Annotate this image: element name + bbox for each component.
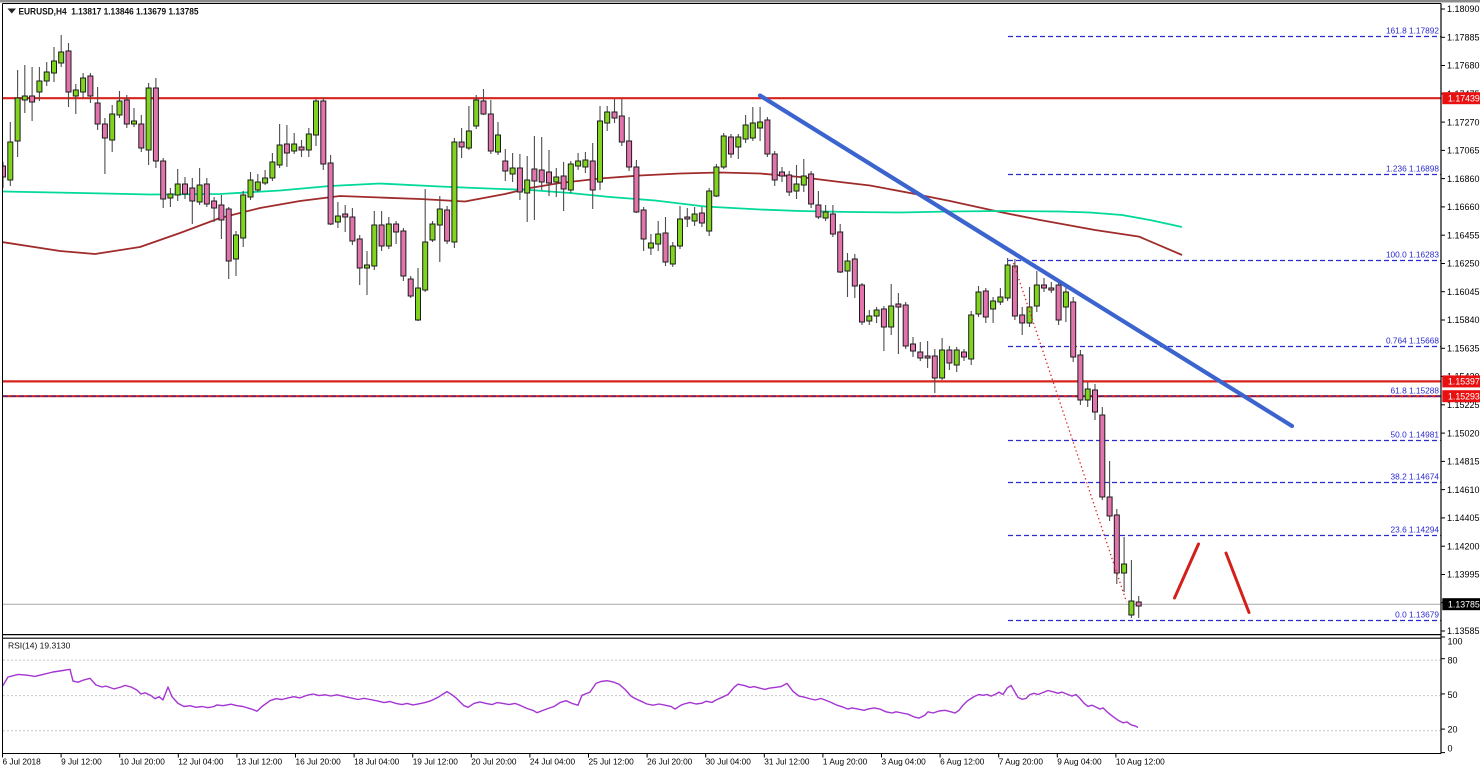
svg-text:1.13995: 1.13995 bbox=[1447, 570, 1480, 580]
svg-text:1.17065: 1.17065 bbox=[1447, 146, 1480, 156]
svg-text:26 Jul 20:00: 26 Jul 20:00 bbox=[647, 757, 693, 767]
svg-text:10 Aug 12:00: 10 Aug 12:00 bbox=[1116, 757, 1165, 767]
svg-text:38.2 1.14674: 38.2 1.14674 bbox=[1391, 472, 1440, 482]
svg-text:6 Aug 12:00: 6 Aug 12:00 bbox=[940, 757, 985, 767]
svg-text:0: 0 bbox=[1448, 744, 1453, 754]
svg-text:61.8 1.15288: 61.8 1.15288 bbox=[1391, 386, 1440, 396]
svg-text:1.14405: 1.14405 bbox=[1447, 513, 1480, 523]
svg-text:1.13785: 1.13785 bbox=[1448, 599, 1480, 609]
svg-text:1 Aug 20:00: 1 Aug 20:00 bbox=[823, 757, 868, 767]
svg-text:18 Jul 04:00: 18 Jul 04:00 bbox=[354, 757, 400, 767]
svg-text:25 Jul 12:00: 25 Jul 12:00 bbox=[589, 757, 635, 767]
svg-text:1.14610: 1.14610 bbox=[1447, 485, 1480, 495]
svg-text:1.18090: 1.18090 bbox=[1447, 4, 1480, 14]
svg-text:16 Jul 20:00: 16 Jul 20:00 bbox=[296, 757, 342, 767]
svg-text:1.17439: 1.17439 bbox=[1448, 93, 1480, 103]
svg-text:EURUSD,H4 1.13817 1.13846 1.1: EURUSD,H4 1.13817 1.13846 1.13679 1.1378… bbox=[19, 7, 200, 18]
svg-text:1.14815: 1.14815 bbox=[1447, 457, 1480, 467]
svg-text:1.16860: 1.16860 bbox=[1447, 174, 1480, 184]
svg-text:1.236 1.16898: 1.236 1.16898 bbox=[1386, 164, 1439, 174]
svg-text:1.17885: 1.17885 bbox=[1447, 33, 1480, 43]
svg-text:3 Aug 04:00: 3 Aug 04:00 bbox=[882, 757, 927, 767]
svg-text:0.0 1.13679: 0.0 1.13679 bbox=[1395, 610, 1439, 620]
svg-text:24 Jul 04:00: 24 Jul 04:00 bbox=[530, 757, 576, 767]
svg-text:1.16455: 1.16455 bbox=[1447, 230, 1480, 240]
svg-text:100.0 1.16283: 100.0 1.16283 bbox=[1386, 250, 1439, 260]
svg-text:20 Jul 20:00: 20 Jul 20:00 bbox=[471, 757, 517, 767]
svg-text:6 Jul 2018: 6 Jul 2018 bbox=[3, 757, 42, 767]
svg-text:19 Jul 12:00: 19 Jul 12:00 bbox=[413, 757, 459, 767]
svg-text:1.16250: 1.16250 bbox=[1447, 259, 1480, 269]
svg-text:10 Jul 20:00: 10 Jul 20:00 bbox=[120, 757, 166, 767]
svg-text:50.0 1.14981: 50.0 1.14981 bbox=[1391, 430, 1440, 440]
svg-text:100: 100 bbox=[1448, 637, 1463, 647]
svg-text:31 Jul 12:00: 31 Jul 12:00 bbox=[764, 757, 810, 767]
svg-text:1.15840: 1.15840 bbox=[1447, 315, 1480, 325]
svg-text:1.15293: 1.15293 bbox=[1448, 391, 1480, 401]
svg-text:1.17680: 1.17680 bbox=[1447, 61, 1480, 71]
svg-text:30 Jul 04:00: 30 Jul 04:00 bbox=[706, 757, 752, 767]
svg-text:1.15020: 1.15020 bbox=[1447, 428, 1480, 438]
svg-text:161.8 1.17892: 161.8 1.17892 bbox=[1386, 26, 1439, 36]
svg-text:13 Jul 12:00: 13 Jul 12:00 bbox=[237, 757, 283, 767]
svg-text:20: 20 bbox=[1448, 725, 1458, 735]
svg-text:9 Jul 12:00: 9 Jul 12:00 bbox=[61, 757, 102, 767]
svg-text:1.15635: 1.15635 bbox=[1447, 344, 1480, 354]
svg-text:1.13585: 1.13585 bbox=[1447, 626, 1480, 636]
svg-text:RSI(14) 19.3130: RSI(14) 19.3130 bbox=[8, 641, 71, 651]
svg-text:23.6 1.14294: 23.6 1.14294 bbox=[1391, 525, 1440, 535]
svg-text:1.16660: 1.16660 bbox=[1447, 202, 1480, 212]
svg-text:80: 80 bbox=[1448, 656, 1458, 666]
svg-text:1.15397: 1.15397 bbox=[1448, 377, 1480, 387]
svg-text:1.15225: 1.15225 bbox=[1447, 400, 1480, 410]
svg-text:50: 50 bbox=[1448, 690, 1458, 700]
svg-text:1.17270: 1.17270 bbox=[1447, 117, 1480, 127]
svg-text:9 Aug 04:00: 9 Aug 04:00 bbox=[1057, 757, 1102, 767]
svg-text:1.14200: 1.14200 bbox=[1447, 541, 1480, 551]
svg-text:0.764 1.15668: 0.764 1.15668 bbox=[1386, 336, 1439, 346]
svg-text:12 Jul 04:00: 12 Jul 04:00 bbox=[178, 757, 224, 767]
svg-text:1.16045: 1.16045 bbox=[1447, 287, 1480, 297]
svg-text:7 Aug 20:00: 7 Aug 20:00 bbox=[999, 757, 1044, 767]
